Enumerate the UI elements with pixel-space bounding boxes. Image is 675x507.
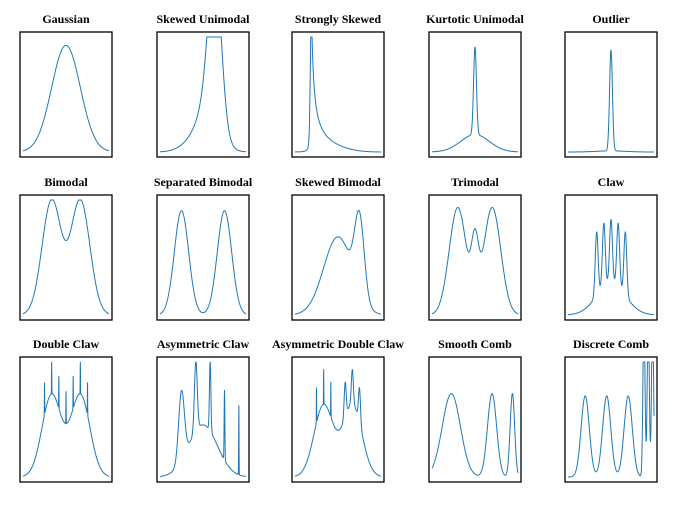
panel-title-strongly-skewed: Strongly Skewed xyxy=(295,12,381,26)
panel-title-double-claw: Double Claw xyxy=(33,337,100,351)
panel-double-claw: Double Claw xyxy=(19,337,113,483)
panel-discrete-comb: Discrete Comb xyxy=(564,337,658,483)
panel-frame-skewed-bimodal xyxy=(291,194,385,321)
panel-title-discrete-comb: Discrete Comb xyxy=(573,337,649,351)
density-curve-claw xyxy=(567,218,655,316)
density-curve-asymmetric-claw xyxy=(159,361,247,477)
panel-frame-trimodal xyxy=(428,194,522,321)
panel-frame-smooth-comb xyxy=(428,356,522,483)
panel-asymmetric-claw: Asymmetric Claw xyxy=(156,337,250,483)
density-curve-smooth-comb xyxy=(431,393,519,476)
panel-frame-asymmetric-claw xyxy=(156,356,250,483)
panel-frame-separated-bimodal xyxy=(156,194,250,321)
panel-title-kurtotic-unimodal: Kurtotic Unimodal xyxy=(426,12,524,26)
panel-separated-bimodal: Separated Bimodal xyxy=(154,175,253,321)
panel-title-skewed-bimodal: Skewed Bimodal xyxy=(295,175,381,189)
panel-frame-bimodal xyxy=(19,194,113,321)
panel-gaussian: Gaussian xyxy=(19,12,113,158)
panel-smooth-comb: Smooth Comb xyxy=(428,337,522,483)
panel-frame-claw xyxy=(564,194,658,321)
panel-title-asymmetric-claw: Asymmetric Claw xyxy=(157,337,250,351)
density-curve-separated-bimodal xyxy=(159,210,247,315)
panel-outlier: Outlier xyxy=(564,12,658,158)
panel-skewed-unimodal: Skewed Unimodal xyxy=(156,12,250,158)
density-curve-bimodal xyxy=(22,199,110,315)
panel-bimodal: Bimodal xyxy=(19,175,113,321)
panel-title-smooth-comb: Smooth Comb xyxy=(438,337,512,351)
density-curve-discrete-comb xyxy=(567,361,655,478)
density-curve-trimodal xyxy=(431,206,519,315)
panel-trimodal: Trimodal xyxy=(428,175,522,321)
panel-frame-gaussian xyxy=(19,31,113,158)
density-curve-strongly-skewed xyxy=(294,36,382,153)
panel-title-outlier: Outlier xyxy=(592,12,630,26)
density-curve-skewed-unimodal xyxy=(159,36,247,153)
panel-title-asymmetric-double-claw: Asymmetric Double Claw xyxy=(272,337,404,351)
panel-strongly-skewed: Strongly Skewed xyxy=(291,12,385,158)
density-curve-skewed-bimodal xyxy=(294,209,382,315)
density-curve-gaussian xyxy=(22,44,110,152)
panel-frame-skewed-unimodal xyxy=(156,31,250,158)
density-curve-double-claw xyxy=(22,361,110,477)
panel-title-claw: Claw xyxy=(598,175,625,189)
density-curve-asymmetric-double-claw xyxy=(294,369,382,477)
density-curve-outlier xyxy=(567,49,655,153)
panel-title-skewed-unimodal: Skewed Unimodal xyxy=(156,12,250,26)
panel-kurtotic-unimodal: Kurtotic Unimodal xyxy=(426,12,524,158)
panel-skewed-bimodal: Skewed Bimodal xyxy=(291,175,385,321)
panel-title-bimodal: Bimodal xyxy=(44,175,88,189)
panel-frame-kurtotic-unimodal xyxy=(428,31,522,158)
panel-frame-strongly-skewed xyxy=(291,31,385,158)
panel-title-separated-bimodal: Separated Bimodal xyxy=(154,175,253,189)
density-curve-kurtotic-unimodal xyxy=(431,46,519,153)
panel-asymmetric-double-claw: Asymmetric Double Claw xyxy=(272,337,404,483)
panel-title-trimodal: Trimodal xyxy=(451,175,499,189)
panel-claw: Claw xyxy=(564,175,658,321)
panel-title-gaussian: Gaussian xyxy=(42,12,90,26)
